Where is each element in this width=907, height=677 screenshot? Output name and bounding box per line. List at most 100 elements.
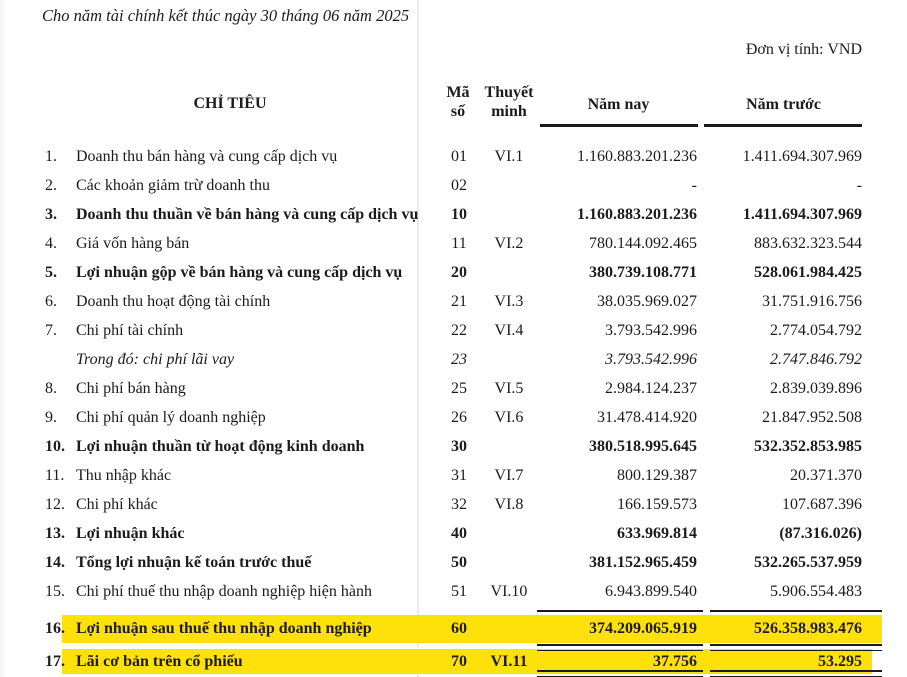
row-code: 11 [451, 234, 467, 252]
row-note: VI.2 [494, 234, 524, 252]
row-number: 6. [45, 292, 57, 310]
table-row: 15. Chi phí thuế thu nhập doanh nghiệp h… [40, 577, 882, 606]
row-note: VI.1 [494, 147, 524, 165]
row-code: 51 [451, 582, 467, 600]
row-code: 40 [451, 524, 467, 542]
row-label: Giá vốn hàng bán [76, 234, 190, 252]
row-label: Lợi nhuận khác [76, 524, 185, 542]
table-row: 5. Lợi nhuận gộp về bán hàng và cung cấp… [40, 258, 882, 287]
row-number: 9. [45, 408, 57, 426]
row-current-year-value: 37.756 [653, 652, 697, 670]
row-number: 3. [45, 205, 57, 223]
row-label: Lợi nhuận gộp về bán hàng và cung cấp dị… [76, 263, 403, 281]
row-number: 16. [45, 620, 65, 637]
row-prior-year-value: 20.371.370 [790, 466, 862, 484]
row-code: 01 [451, 147, 467, 165]
header-code-line1: Mã [446, 84, 470, 101]
row-code: 02 [451, 176, 467, 194]
header-code-column: Mã số [438, 83, 478, 121]
double-rule-row17-prior [710, 670, 882, 677]
double-rule-row16-current [537, 644, 703, 651]
row-current-year-value: 381.152.965.459 [589, 553, 697, 571]
row-number: 8. [45, 379, 57, 397]
row-prior-year-value: 532.352.853.985 [754, 437, 862, 455]
double-rule-row17-current [537, 670, 703, 677]
table-row: 9. Chi phí quản lý doanh nghiệp 26 VI.6 … [40, 403, 882, 432]
row-prior-year-value: (87.316.026) [779, 524, 862, 542]
table-row: 17. Lãi cơ bản trên cổ phiếu 70 VI.11 37… [40, 649, 882, 674]
row-prior-year-value: 21.847.952.508 [762, 408, 862, 426]
row-current-year-value: 3.793.542.996 [605, 350, 697, 368]
row-current-year-value: 2.984.124.237 [605, 379, 697, 397]
row-note: VI.3 [494, 292, 524, 310]
row-code: 25 [451, 379, 467, 397]
row-current-year-value: 380.739.108.771 [589, 263, 697, 281]
table-row: 1. Doanh thu bán hàng và cung cấp dịch v… [40, 142, 882, 171]
row-prior-year-value: 2.839.039.896 [770, 379, 862, 397]
row-code: 30 [451, 437, 467, 455]
row-current-year-value: 780.144.092.465 [589, 234, 697, 252]
table-row: 13. Lợi nhuận khác 40 633.969.814 (87.31… [40, 519, 882, 548]
row-number: 2. [45, 176, 57, 194]
scan-edge-shade [0, 0, 7, 677]
row-note: VI.6 [494, 408, 524, 426]
row-number: 7. [45, 321, 57, 339]
row-prior-year-value: 1.411.694.307.969 [742, 147, 862, 165]
row-note: VI.5 [494, 379, 524, 397]
row-current-year-value: - [691, 176, 697, 194]
row-code: 10 [451, 205, 467, 223]
row-label: Doanh thu thuần về bán hàng và cung cấp … [76, 205, 419, 223]
row-prior-year-value: 53.295 [818, 652, 862, 670]
row-code: 60 [451, 620, 467, 637]
row-code: 22 [451, 321, 467, 339]
row-label: Lợi nhuận sau thuế thu nhập doanh nghiệp [76, 620, 372, 637]
table-row: 10. Lợi nhuận thuần từ hoạt động kinh do… [40, 432, 882, 461]
row-label: Tổng lợi nhuận kế toán trước thuế [76, 553, 312, 571]
fiscal-year-title: Cho năm tài chính kết thúc ngày 30 tháng… [42, 6, 410, 25]
row-code: 23 [451, 350, 467, 368]
header-code-line2: số [450, 103, 466, 120]
row-note: VI.8 [494, 495, 524, 513]
table-row: 12. Chi phí khác 32 VI.8 166.159.573 107… [40, 490, 882, 519]
row-current-year-value: 6.943.899.540 [605, 582, 697, 600]
row-number: 11. [45, 466, 65, 484]
row-label: Doanh thu hoạt động tài chính [76, 292, 271, 310]
row-prior-year-value: 5.906.554.483 [770, 582, 862, 600]
row-current-year-value: 38.035.969.027 [597, 292, 697, 310]
header-underline-prior [704, 124, 862, 127]
row-label: Chi phí quản lý doanh nghiệp [76, 408, 266, 426]
table-row: 14. Tổng lợi nhuận kế toán trước thuế 50… [40, 548, 882, 577]
row-current-year-value: 380.518.995.645 [589, 437, 697, 455]
table-row: 2. Các khoản giảm trừ doanh thu 02 - - [40, 171, 882, 200]
row-code: 32 [451, 495, 467, 513]
row-current-year-value: 633.969.814 [617, 524, 697, 542]
currency-unit-label: Đơn vị tính: VND [745, 41, 862, 58]
table-row: Trong đó: chi phí lãi vay 23 3.793.542.9… [40, 345, 882, 374]
row-label: Doanh thu bán hàng và cung cấp dịch vụ [76, 147, 338, 165]
row-prior-year-value: 31.751.916.756 [762, 292, 862, 310]
table-row: 11. Thu nhập khác 31 VI.7 800.129.387 20… [40, 461, 882, 490]
scan-fold-artifact [417, 0, 419, 677]
row-prior-year-value: 2.774.054.792 [770, 321, 862, 339]
row-code: 20 [451, 263, 467, 281]
row-number: 15. [45, 582, 65, 600]
row-code: 70 [451, 652, 467, 670]
row-code: 21 [451, 292, 467, 310]
header-note-column: Thuyết minh [478, 83, 540, 121]
table-row: 6. Doanh thu hoạt động tài chính 21 VI.3… [40, 287, 882, 316]
row-prior-year-value: - [856, 176, 862, 194]
row-label: Lãi cơ bản trên cổ phiếu [76, 652, 243, 670]
header-underline-current [540, 124, 698, 127]
row-current-year-value: 1.160.883.201.236 [577, 205, 697, 223]
table-row: 8. Chi phí bán hàng 25 VI.5 2.984.124.23… [40, 374, 882, 403]
row-current-year-value: 166.159.573 [617, 495, 697, 513]
row-number: 4. [45, 234, 57, 252]
row-label: Chi phí tài chính [76, 321, 184, 339]
header-item-column: CHỈ TIÊU [193, 95, 267, 112]
double-rule-row16-prior [710, 644, 882, 651]
row-number: 13. [45, 524, 65, 542]
row-note: VI.7 [494, 466, 524, 484]
row-current-year-value: 800.129.387 [617, 466, 697, 484]
row-label: Thu nhập khác [76, 466, 172, 484]
